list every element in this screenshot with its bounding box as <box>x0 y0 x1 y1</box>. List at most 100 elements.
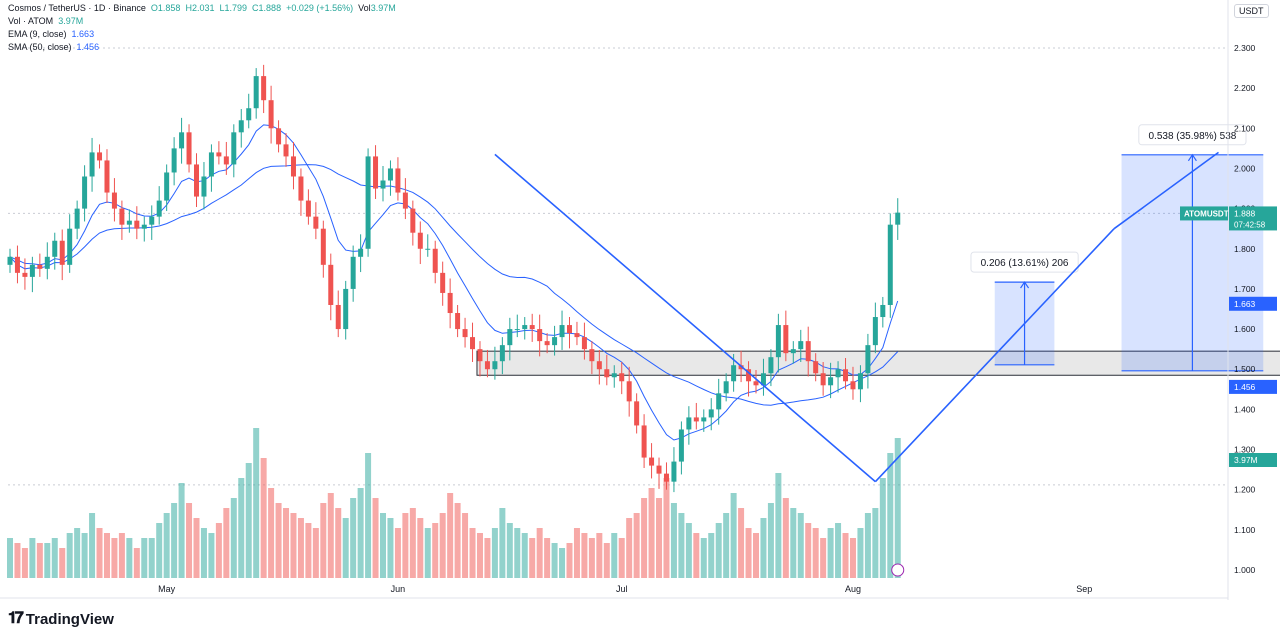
volume-bar <box>44 543 51 578</box>
ema-9-line <box>9 124 899 441</box>
volume-bar <box>491 528 498 578</box>
volume-bar <box>767 503 774 578</box>
candle <box>522 317 528 340</box>
volume-bar <box>514 528 521 578</box>
volume-bar <box>879 478 886 578</box>
candle-body <box>246 108 252 121</box>
legend-symbol-row: Cosmos / TetherUS · 1D · Binance O1.858 … <box>8 2 396 15</box>
volume-bar <box>186 503 193 578</box>
candle-body <box>82 176 88 209</box>
volume-indicator-label: Vol · ATOM <box>8 16 54 26</box>
candle-body <box>701 417 707 422</box>
candle <box>753 370 759 394</box>
volume-bar <box>678 513 685 578</box>
volume-bar <box>715 523 722 578</box>
last-price-tag-bg <box>1229 206 1277 231</box>
candle <box>746 361 752 397</box>
volume-bar <box>230 498 237 578</box>
candle <box>231 124 237 178</box>
volume-bar <box>283 508 290 578</box>
volume-bar <box>626 518 633 578</box>
candle-body <box>59 240 65 265</box>
candle <box>559 310 565 350</box>
y-tick-label: 2.300 <box>1234 43 1256 53</box>
candle <box>611 365 617 388</box>
candle-body <box>559 325 565 338</box>
volume-bar <box>700 538 707 578</box>
sma-value: 1.456 <box>76 42 100 52</box>
candle <box>820 362 826 396</box>
candle <box>529 313 535 342</box>
volume-bar <box>476 533 483 578</box>
y-tick-label: 2.000 <box>1234 163 1256 173</box>
volume-bar <box>394 528 401 578</box>
candle-body <box>574 333 580 338</box>
candle-body <box>432 248 438 273</box>
volume-bar <box>693 533 700 578</box>
candle-body <box>298 176 304 201</box>
candle <box>261 64 267 114</box>
candle-body <box>753 381 759 386</box>
candle <box>671 447 677 493</box>
candle <box>581 322 587 360</box>
candle-body <box>537 329 543 342</box>
volume-bar <box>387 518 394 578</box>
candle <box>22 258 28 290</box>
candle-body <box>731 365 737 382</box>
volume-bar <box>342 518 349 578</box>
volume-bar <box>611 533 618 578</box>
tradingview-logo-icon: 𝟏𝟕 <box>8 610 24 627</box>
candle <box>74 200 80 240</box>
candle <box>276 120 282 153</box>
candle-body <box>283 144 289 157</box>
trend-line <box>874 228 1115 483</box>
candle-body <box>499 345 505 362</box>
candle-body <box>395 168 401 193</box>
candle <box>619 362 625 395</box>
y-tick-label: 1.000 <box>1234 565 1256 575</box>
candle-body <box>186 132 192 165</box>
volume-bar <box>96 528 103 578</box>
volume-bar <box>245 463 252 578</box>
currency-button[interactable]: USDT <box>1234 4 1269 18</box>
sma-label: SMA (50, close) <box>8 42 72 52</box>
candle <box>723 373 729 402</box>
candle-body <box>880 304 886 318</box>
volume-bar <box>760 518 767 578</box>
countdown-tag: 07:42:58 <box>1234 220 1266 229</box>
volume-bar <box>327 493 334 578</box>
candle <box>626 366 632 417</box>
x-tick-label: Jun <box>391 584 406 594</box>
candle <box>149 205 155 240</box>
volume-bar <box>484 538 491 578</box>
candle <box>589 341 595 375</box>
candle-body <box>678 429 684 462</box>
candle-body <box>872 317 878 346</box>
volume-bar <box>156 523 163 578</box>
candle <box>358 234 364 273</box>
sma-tag-bg <box>1229 379 1277 394</box>
candle-body <box>507 329 513 346</box>
volume-bar <box>7 538 13 578</box>
candle-body <box>708 409 714 418</box>
volume-bar <box>148 538 155 578</box>
candle <box>552 325 558 356</box>
volume-bar <box>603 543 610 578</box>
volume-bar <box>268 488 275 578</box>
volume-bar <box>193 518 200 578</box>
candle <box>380 166 386 202</box>
candle <box>373 145 379 199</box>
candle <box>97 144 103 169</box>
volume-bar <box>618 538 625 578</box>
tradingview-logo[interactable]: 𝟏𝟕 TradingView <box>8 610 114 628</box>
candle <box>693 402 699 430</box>
volume-bar <box>559 548 566 578</box>
candle-body <box>373 156 379 189</box>
volume-bar <box>454 503 461 578</box>
candle <box>246 93 252 129</box>
volume-bar <box>163 513 170 578</box>
candle <box>872 302 878 354</box>
candle-body <box>835 369 841 378</box>
volume-bar <box>223 508 230 578</box>
